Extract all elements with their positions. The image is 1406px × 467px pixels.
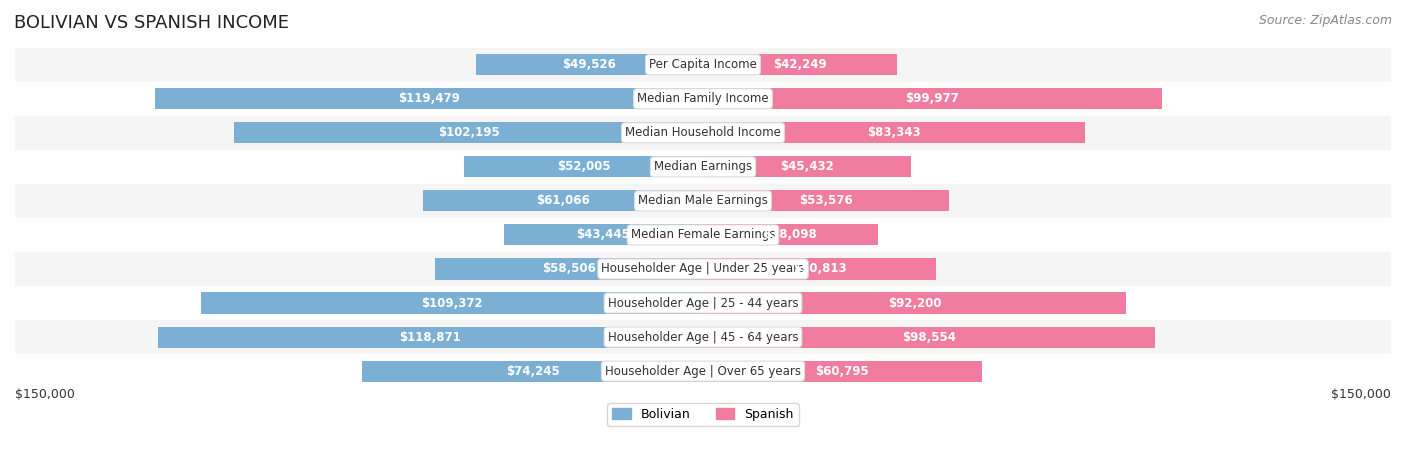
Bar xyxy=(15,252,1391,286)
Bar xyxy=(363,361,703,382)
Text: Median Male Earnings: Median Male Earnings xyxy=(638,194,768,207)
Bar xyxy=(15,218,1391,252)
Bar xyxy=(703,156,911,177)
Bar xyxy=(201,292,703,314)
Bar xyxy=(703,54,897,75)
Text: $102,195: $102,195 xyxy=(437,126,499,139)
Text: $150,000: $150,000 xyxy=(1331,388,1391,401)
Bar xyxy=(703,88,1161,109)
Bar xyxy=(15,116,1391,150)
Bar xyxy=(15,286,1391,320)
Bar xyxy=(423,191,703,212)
Text: $74,245: $74,245 xyxy=(506,365,560,378)
Text: Median Household Income: Median Household Income xyxy=(626,126,780,139)
Text: $118,871: $118,871 xyxy=(399,331,461,344)
Bar xyxy=(15,82,1391,116)
Text: Median Female Earnings: Median Female Earnings xyxy=(631,228,775,241)
Bar xyxy=(155,88,703,109)
Bar xyxy=(464,156,703,177)
Text: $60,795: $60,795 xyxy=(815,365,869,378)
Text: Householder Age | Under 25 years: Householder Age | Under 25 years xyxy=(602,262,804,276)
Bar xyxy=(475,54,703,75)
Bar xyxy=(434,258,703,280)
Bar xyxy=(235,122,703,143)
Bar xyxy=(15,184,1391,218)
Text: $43,445: $43,445 xyxy=(576,228,630,241)
Text: $98,554: $98,554 xyxy=(903,331,956,344)
Text: $109,372: $109,372 xyxy=(422,297,484,310)
Text: Median Family Income: Median Family Income xyxy=(637,92,769,105)
Text: $42,249: $42,249 xyxy=(773,58,827,71)
Bar xyxy=(15,48,1391,82)
Bar xyxy=(15,150,1391,184)
Text: $119,479: $119,479 xyxy=(398,92,460,105)
Bar xyxy=(703,258,936,280)
Bar xyxy=(703,224,877,246)
Text: Householder Age | 45 - 64 years: Householder Age | 45 - 64 years xyxy=(607,331,799,344)
Text: $92,200: $92,200 xyxy=(887,297,941,310)
Text: $50,813: $50,813 xyxy=(793,262,846,276)
Text: Householder Age | Over 65 years: Householder Age | Over 65 years xyxy=(605,365,801,378)
Text: $58,506: $58,506 xyxy=(541,262,596,276)
Text: BOLIVIAN VS SPANISH INCOME: BOLIVIAN VS SPANISH INCOME xyxy=(14,14,290,32)
Text: Source: ZipAtlas.com: Source: ZipAtlas.com xyxy=(1258,14,1392,27)
Bar xyxy=(15,320,1391,354)
Text: Median Earnings: Median Earnings xyxy=(654,160,752,173)
Bar xyxy=(503,224,703,246)
Bar xyxy=(703,122,1085,143)
Bar xyxy=(703,326,1156,347)
Text: Householder Age | 25 - 44 years: Householder Age | 25 - 44 years xyxy=(607,297,799,310)
Text: $61,066: $61,066 xyxy=(536,194,591,207)
Text: $53,576: $53,576 xyxy=(799,194,853,207)
Bar xyxy=(703,361,981,382)
Bar xyxy=(703,191,949,212)
Text: $38,098: $38,098 xyxy=(763,228,817,241)
Text: $83,343: $83,343 xyxy=(868,126,921,139)
Text: $99,977: $99,977 xyxy=(905,92,959,105)
Text: Per Capita Income: Per Capita Income xyxy=(650,58,756,71)
Text: $52,005: $52,005 xyxy=(557,160,610,173)
Legend: Bolivian, Spanish: Bolivian, Spanish xyxy=(607,403,799,426)
Bar xyxy=(157,326,703,347)
Text: $45,432: $45,432 xyxy=(780,160,834,173)
Text: $49,526: $49,526 xyxy=(562,58,616,71)
Text: $150,000: $150,000 xyxy=(15,388,75,401)
Bar xyxy=(703,292,1126,314)
Bar xyxy=(15,354,1391,388)
